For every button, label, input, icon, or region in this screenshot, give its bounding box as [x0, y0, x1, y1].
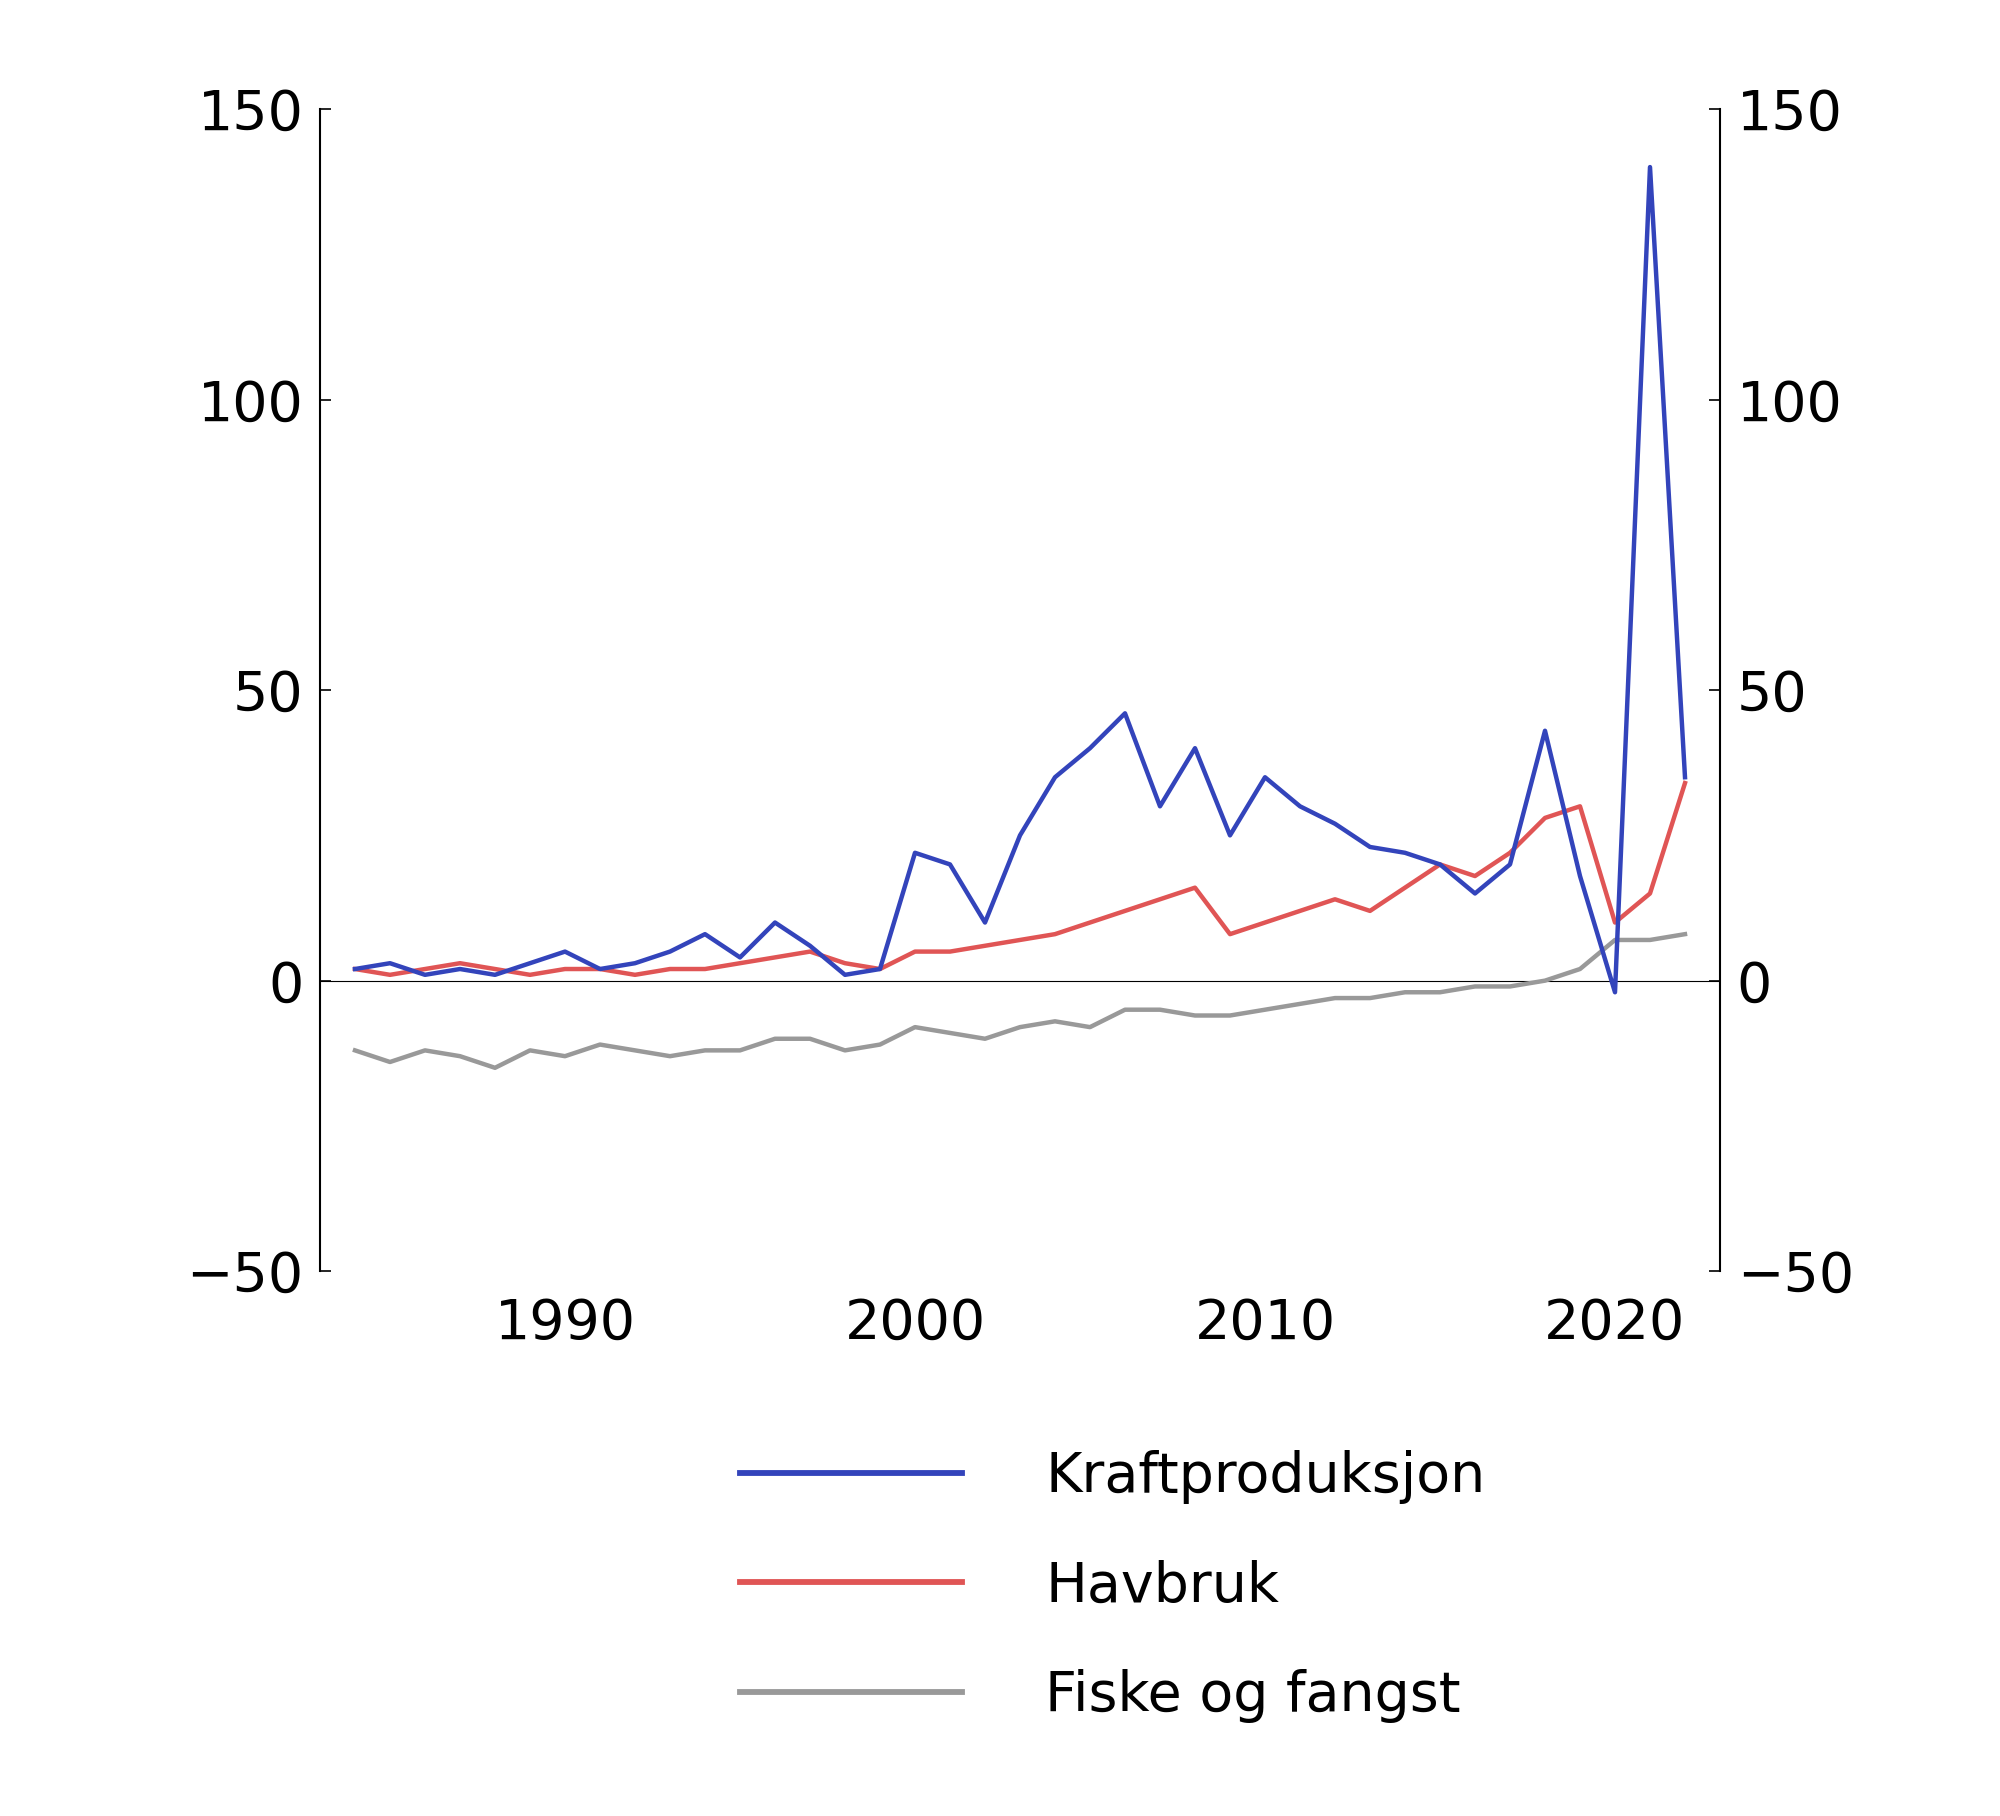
Legend: Kraftproduksjon, Havbruk, Fiske og fangst: Kraftproduksjon, Havbruk, Fiske og fangs…	[740, 1449, 1486, 1723]
